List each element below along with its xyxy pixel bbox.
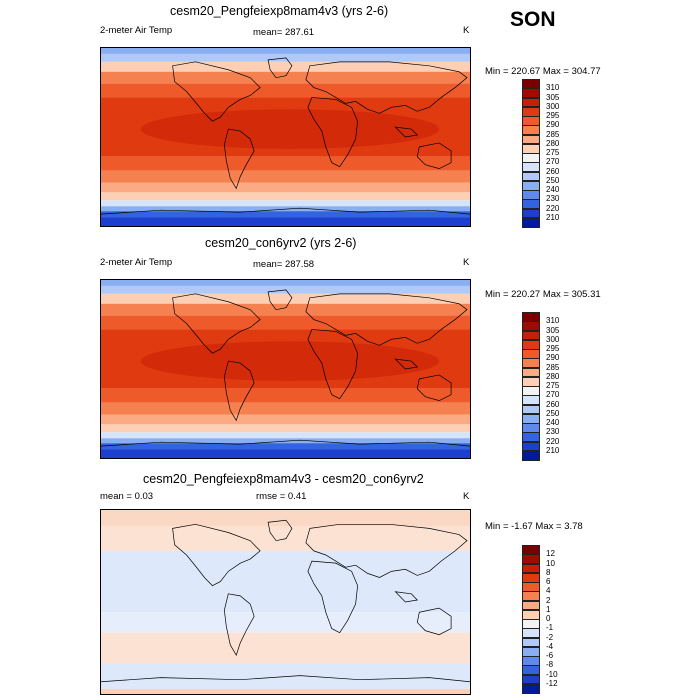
colorbar-tick-label: 230 bbox=[546, 427, 560, 437]
map-graphic bbox=[101, 280, 470, 458]
colorbar-tick-label: 285 bbox=[546, 129, 560, 139]
colorbar-tick-label: 2 bbox=[546, 595, 551, 605]
panel-2-temperature-map bbox=[100, 279, 471, 459]
colorbar-tick-label: 285 bbox=[546, 362, 560, 372]
colorbar-tick-label: -4 bbox=[546, 641, 554, 651]
colorbar-tick-label: 270 bbox=[546, 390, 560, 400]
colorbar-tick-label: 10 bbox=[546, 558, 555, 568]
colorbar-cell bbox=[522, 217, 540, 228]
colorbar-tick-label: 240 bbox=[546, 185, 560, 194]
panel-3-difference-map bbox=[100, 509, 471, 695]
colorbar-tick-label: 1 bbox=[546, 604, 551, 614]
colorbar-tick-label: -6 bbox=[546, 651, 554, 660]
colorbar-tick-label: 260 bbox=[546, 399, 560, 409]
colorbar-tick-label: 240 bbox=[546, 418, 560, 427]
colorbar-tick-label: 280 bbox=[546, 371, 560, 381]
colorbar-tick-label: 290 bbox=[546, 120, 560, 130]
panel-3-units-label: K bbox=[463, 491, 470, 502]
panel-2-mean-label: mean= 287.58 bbox=[253, 259, 315, 270]
colorbar-tick-label: -8 bbox=[546, 660, 554, 670]
colorbar-tick-label: 275 bbox=[546, 381, 560, 390]
colorbar-tick-label: 210 bbox=[546, 445, 560, 455]
colorbar-tick-label: 300 bbox=[546, 101, 560, 111]
colorbar-tick-label: 230 bbox=[546, 194, 560, 204]
panel-3-minmax-label: Min = -1.67 Max = 3.78 bbox=[485, 521, 583, 532]
panel-1-minmax-label: Min = 220.67 Max = 304.77 bbox=[485, 66, 601, 77]
colorbar-tick-label: 0 bbox=[546, 614, 551, 623]
colorbar-tick-label: 6 bbox=[546, 577, 551, 586]
panel-3-mean-label: mean = 0.03 bbox=[100, 491, 154, 502]
map-graphic bbox=[101, 48, 470, 226]
colorbar-tick-label: 310 bbox=[546, 316, 560, 326]
colorbar-tick-label: 305 bbox=[546, 92, 560, 102]
panel-2-variable-label: 2-meter Air Temp bbox=[100, 257, 173, 268]
colorbar-tick-label: -2 bbox=[546, 632, 554, 642]
panel-1-temperature-map bbox=[100, 47, 471, 227]
panel-1-mean-label: mean= 287.61 bbox=[253, 27, 315, 38]
colorbar-tick-label: 250 bbox=[546, 408, 560, 418]
colorbar-tick-label: 4 bbox=[546, 586, 551, 596]
colorbar-tick-label: 295 bbox=[546, 344, 560, 353]
season-label: SON bbox=[510, 8, 556, 31]
panel-3-rmse-label: rmse = 0.41 bbox=[256, 491, 307, 502]
panel-2-title: cesm20_con6yrv2 (yrs 2-6) bbox=[205, 236, 357, 250]
colorbar-tick-label: 250 bbox=[546, 175, 560, 185]
panel-3-title: cesm20_Pengfeiexp8mam4v3 - cesm20_con6yr… bbox=[143, 472, 424, 486]
map-graphic bbox=[101, 510, 470, 694]
colorbar-tick-label: 270 bbox=[546, 157, 560, 167]
colorbar-tick-label: 295 bbox=[546, 111, 560, 120]
colorbar-tick-label: 305 bbox=[546, 325, 560, 335]
colorbar-tick-label: 310 bbox=[546, 83, 560, 93]
colorbar-tick-label: 300 bbox=[546, 334, 560, 344]
colorbar-tick-label: 290 bbox=[546, 353, 560, 363]
panel-1-colorbar: 310 305 300 295 290 285 280 275 270 260 250 240 230 2… bbox=[522, 79, 559, 228]
panel-2-units-label: K bbox=[463, 257, 470, 268]
panel-1-units-label: K bbox=[463, 25, 470, 36]
panel-3-colorbar: 12 10 8 6 4 2 1 0 -1 -2 -4 -6 -8 -10 -12 bbox=[522, 545, 558, 694]
panel-2-colorbar: 310 305 300 295 290 285 280 275 270 260 250 240 230 2… bbox=[522, 312, 559, 461]
colorbar-cell bbox=[522, 683, 540, 694]
colorbar-tick-label: 220 bbox=[546, 203, 560, 213]
colorbar-cell bbox=[522, 450, 540, 461]
colorbar-tick-label: 220 bbox=[546, 436, 560, 446]
colorbar-tick-label: 210 bbox=[546, 212, 560, 222]
panel-1-title: cesm20_Pengfeiexp8mam4v3 (yrs 2-6) bbox=[170, 4, 389, 18]
colorbar-tick-label: -12 bbox=[546, 678, 558, 688]
panel-2-minmax-label: Min = 220.27 Max = 305.31 bbox=[485, 289, 601, 300]
panel-1-variable-label: 2-meter Air Temp bbox=[100, 25, 173, 36]
colorbar-tick-label: 275 bbox=[546, 148, 560, 157]
colorbar-tick-label: 280 bbox=[546, 138, 560, 148]
colorbar-tick-label: 8 bbox=[546, 567, 551, 577]
colorbar-tick-label: -1 bbox=[546, 623, 554, 633]
colorbar-tick-label: 12 bbox=[546, 549, 555, 559]
colorbar-tick-label: 260 bbox=[546, 166, 560, 176]
colorbar-tick-label: -10 bbox=[546, 669, 558, 679]
